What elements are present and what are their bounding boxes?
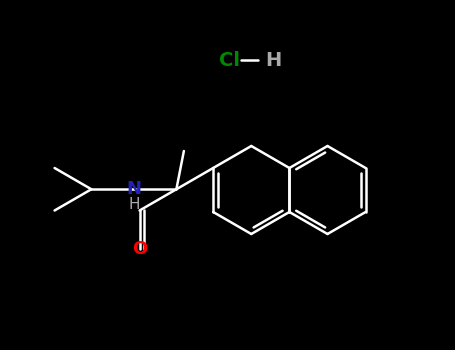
Text: H: H bbox=[128, 197, 140, 212]
Text: Cl: Cl bbox=[219, 50, 240, 70]
Text: N: N bbox=[126, 180, 142, 198]
Text: O: O bbox=[132, 240, 147, 258]
Text: H: H bbox=[265, 50, 281, 70]
